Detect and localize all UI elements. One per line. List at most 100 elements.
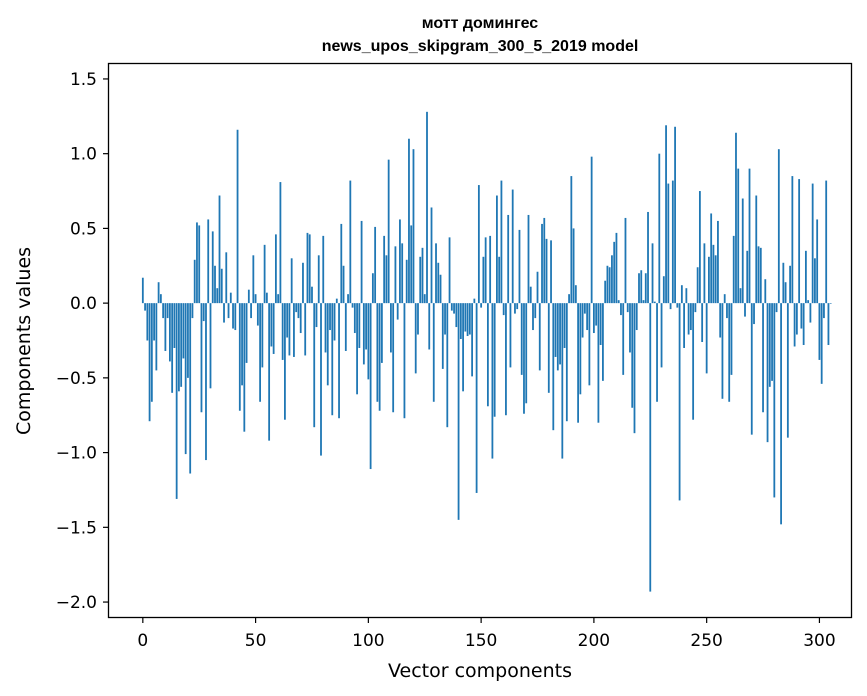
bar-277 [766, 303, 769, 443]
bar-305 [829, 303, 832, 304]
bar-165 [514, 303, 516, 314]
bar-203 [599, 303, 602, 345]
bar-302 [823, 303, 825, 319]
bar-271 [753, 303, 755, 325]
bar-284 [782, 262, 785, 304]
bar-88 [340, 223, 343, 304]
bar-166 [516, 303, 519, 310]
bar-267 [744, 303, 746, 317]
bar-290 [795, 303, 798, 335]
bar-134 [444, 303, 446, 335]
bar-177 [541, 223, 543, 304]
bar-261 [730, 303, 733, 375]
bar-52 [259, 303, 261, 402]
bar-265 [739, 288, 742, 304]
bar-198 [588, 303, 591, 386]
bar-295 [807, 300, 810, 304]
chart-title-line-1: мотт домингес [422, 15, 539, 32]
bar-301 [820, 303, 823, 384]
bar-168 [520, 303, 523, 375]
bar-45 [243, 303, 246, 432]
y-tick-label: 1.5 [70, 70, 97, 90]
bar-251 [708, 256, 710, 304]
bar-15 [175, 303, 178, 499]
bar-197 [586, 303, 589, 331]
bar-279 [771, 303, 773, 381]
bar-155 [491, 303, 494, 459]
bar-199 [590, 156, 593, 304]
bar-243 [689, 303, 692, 331]
bar-86 [335, 298, 338, 304]
bar-170 [525, 303, 528, 404]
bar-144 [466, 303, 469, 337]
bar-233 [667, 183, 670, 304]
bar-127 [428, 303, 431, 350]
bar-190 [570, 176, 573, 304]
bar-230 [660, 303, 663, 368]
bar-225 [649, 303, 652, 592]
bar-60 [277, 294, 280, 304]
bar-80 [322, 235, 325, 304]
bar-116 [403, 303, 406, 419]
bar-24 [196, 222, 198, 304]
bar-69 [297, 303, 300, 319]
bar-258 [723, 294, 726, 304]
bar-141 [459, 303, 462, 340]
bar-167 [518, 229, 521, 304]
bar-75 [311, 286, 313, 304]
bar-74 [308, 234, 311, 304]
bar-221 [640, 270, 643, 304]
bar-6 [155, 303, 158, 371]
bar-33 [216, 288, 219, 304]
bar-108 [385, 255, 388, 304]
bar-249 [703, 243, 706, 304]
bar-283 [780, 303, 782, 525]
bar-47 [247, 289, 250, 304]
bar-282 [777, 149, 780, 304]
bar-142 [462, 303, 464, 392]
bar-232 [665, 125, 667, 304]
bar-13 [171, 303, 174, 393]
bar-111 [392, 303, 395, 413]
bar-72 [304, 303, 307, 356]
bar-164 [511, 189, 514, 304]
bar-291 [798, 179, 801, 304]
bar-112 [394, 246, 397, 304]
bar-10 [164, 303, 167, 351]
bar-248 [701, 303, 704, 342]
bar-227 [653, 301, 656, 304]
x-tick-label: 150 [465, 631, 497, 651]
bar-38 [227, 303, 230, 319]
bar-145 [468, 303, 471, 335]
bar-296 [809, 303, 812, 323]
bar-153 [486, 303, 489, 407]
bar-294 [804, 250, 807, 304]
bar-122 [417, 303, 419, 335]
bar-273 [757, 246, 760, 304]
bar-59 [274, 234, 277, 304]
bar-92 [349, 180, 352, 304]
x-tick-label: 200 [578, 631, 610, 651]
bar-259 [726, 303, 728, 319]
bar-146 [471, 303, 473, 377]
bar-132 [439, 274, 442, 304]
y-tick-label: −2.0 [56, 593, 97, 613]
bar-130 [435, 243, 437, 304]
bar-138 [453, 303, 455, 314]
bar-180 [547, 303, 550, 393]
bar-287 [789, 265, 791, 304]
bar-64 [286, 303, 289, 338]
bar-172 [529, 286, 532, 304]
bar-240 [683, 303, 685, 348]
bar-107 [383, 235, 386, 304]
bar-208 [611, 255, 613, 304]
bar-48 [250, 303, 252, 319]
bar-106 [380, 303, 383, 363]
y-tick-label: 0.5 [70, 219, 97, 239]
x-tick-label: 250 [690, 631, 722, 651]
bar-51 [256, 303, 259, 326]
y-tick-label: −1.0 [56, 444, 97, 464]
bar-95 [356, 303, 358, 395]
bar-286 [786, 303, 789, 438]
